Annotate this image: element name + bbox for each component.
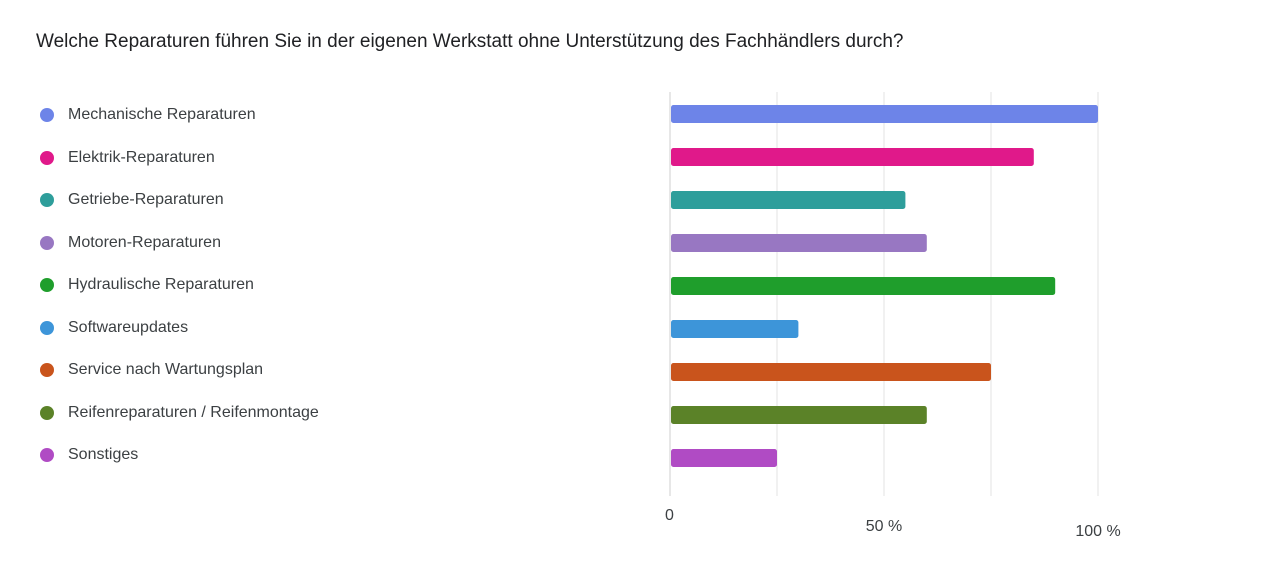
bar-2[interactable]: Getriebe-Reparaturen	[671, 191, 906, 209]
legend-dot-icon	[40, 320, 54, 335]
legend-label: Mechanische Reparaturen	[68, 106, 256, 123]
legend-label: Getriebe-Reparaturen	[68, 191, 224, 208]
legend-label: Service nach Wartungsplan	[68, 361, 264, 378]
legend-item: Reifenreparaturen / Reifenmontage	[40, 402, 319, 424]
legend-label: Sonstiges	[68, 446, 139, 463]
bar-1[interactable]: Elektrik-Reparaturen	[671, 148, 1034, 166]
legend-item: Service nach Wartungsplan	[40, 359, 263, 381]
legend-label: Hydraulische Reparaturen	[68, 276, 254, 293]
legend-item: Sonstiges	[40, 444, 138, 466]
bar-8[interactable]: Sonstiges	[671, 449, 777, 467]
bar-4[interactable]: Hydraulische Reparaturen	[671, 277, 1056, 295]
bar-5[interactable]: Softwareupdates	[671, 320, 799, 338]
legend-item: Elektrik-Reparaturen	[40, 147, 215, 169]
bar-7[interactable]: Reifenreparaturen / Reifenmontage	[671, 406, 927, 424]
legend-dot-icon	[40, 405, 54, 420]
legend-label: Motoren-Reparaturen	[68, 233, 221, 251]
bar-3[interactable]: Motoren-Reparaturen	[671, 234, 927, 252]
legend-dot-icon	[40, 278, 54, 292]
legend-dot-icon	[40, 193, 54, 207]
legend-item: Softwareupdates	[40, 317, 188, 339]
legend-dot-icon	[40, 448, 54, 462]
bar-6[interactable]: Service nach Wartungsplan	[671, 363, 991, 381]
legend-label: Reifenreparaturen / Reifenmontage	[68, 403, 319, 421]
legend-dot-icon	[40, 150, 54, 165]
legend-item: Motoren-Reparaturen	[40, 232, 221, 254]
legend-item: Hydraulische Reparaturen	[40, 274, 254, 296]
x-tick-label: 0	[665, 507, 674, 524]
legend-dot-icon	[40, 363, 54, 377]
legend-dot-icon	[40, 108, 54, 122]
bar-0[interactable]: Mechanische Reparaturen	[671, 105, 1098, 123]
legend-label: Elektrik-Reparaturen	[68, 148, 215, 166]
legend-label: Softwareupdates	[68, 318, 189, 336]
x-tick-label: 50 %	[866, 518, 902, 535]
x-tick-label: 100 %	[1075, 523, 1120, 540]
legend-item: Mechanische Reparaturen	[40, 104, 256, 126]
legend-dot-icon	[40, 235, 54, 250]
chart-title: Welche Reparaturen führen Sie in der eig…	[36, 31, 904, 52]
legend-item: Getriebe-Reparaturen	[40, 189, 224, 211]
